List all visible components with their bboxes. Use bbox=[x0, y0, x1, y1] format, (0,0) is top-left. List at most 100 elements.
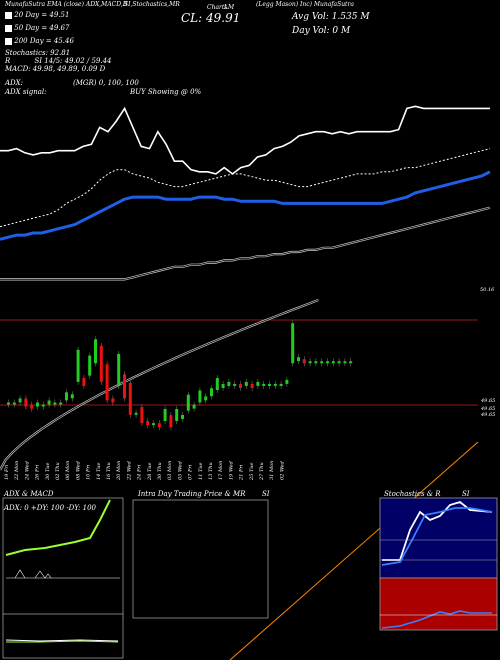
si-panel-title: SI bbox=[262, 490, 270, 498]
x-tick-label: 06 Mon bbox=[65, 461, 71, 480]
candle bbox=[331, 361, 335, 364]
rsi-line bbox=[381, 610, 492, 629]
candle bbox=[279, 383, 283, 386]
x-tick-label: 14 Tue bbox=[96, 462, 102, 480]
candle bbox=[41, 404, 45, 407]
avg-volume: Avg Vol: 1.535 M bbox=[292, 12, 370, 22]
candle bbox=[12, 402, 16, 405]
x-tick-label: 11 Tue bbox=[198, 462, 204, 480]
candle bbox=[175, 409, 179, 421]
candle bbox=[157, 423, 161, 428]
adx-values-text: ADX: 0 +DY: 100 -DY: 100 bbox=[3, 504, 97, 512]
stochastics-d-line bbox=[381, 507, 493, 566]
adx-panel-title: ADX & MACD bbox=[3, 490, 54, 498]
x-tick-label: 22 Mon bbox=[14, 461, 20, 481]
x-tick-label: 24 Wed bbox=[24, 461, 30, 481]
candle bbox=[349, 361, 353, 364]
candle bbox=[105, 364, 109, 401]
candle bbox=[337, 361, 341, 364]
candle bbox=[186, 394, 190, 411]
candle bbox=[128, 382, 132, 415]
charts-label: Charts bbox=[207, 4, 228, 11]
level-lower-label-3: 49.65 bbox=[481, 412, 496, 418]
candle bbox=[53, 402, 57, 405]
legend-rsi-value: SI 14/5: 49.02 / 59.44 bbox=[34, 57, 112, 65]
adx-line bbox=[5, 499, 111, 556]
x-tick-label: 30 Thu bbox=[157, 462, 163, 480]
legend-adx-signal: ADX signal: bbox=[5, 88, 47, 96]
legend-rsi-prefix: R bbox=[5, 57, 11, 65]
candle bbox=[204, 396, 208, 401]
candle bbox=[320, 361, 324, 364]
x-tick-label: 28 Tue bbox=[147, 462, 153, 481]
candle bbox=[239, 384, 242, 388]
header-left-text: MunafaSutra EMA (close) ADX,MACD,B bbox=[5, 1, 128, 8]
candle bbox=[59, 402, 63, 405]
x-tick-label: 02 Wed bbox=[279, 461, 285, 480]
price-line bbox=[0, 105, 490, 175]
ema200-line-inner bbox=[0, 207, 491, 280]
x-tick-label: 05 Wed bbox=[177, 461, 183, 480]
legend-ema200: 200 Day = 45.46 bbox=[5, 37, 74, 45]
candle bbox=[302, 359, 306, 364]
candle bbox=[262, 383, 266, 386]
candle bbox=[24, 398, 28, 407]
candle bbox=[297, 357, 300, 362]
level-upper-label: 50.16 bbox=[480, 287, 495, 293]
x-tick-label: 19 Fri bbox=[4, 464, 10, 480]
x-tick-label: 30 Tue bbox=[45, 462, 51, 480]
candle bbox=[152, 423, 155, 426]
x-tick-label: 13 Thu bbox=[208, 462, 214, 480]
legend-signal-text: BUY Showing @ 0% bbox=[130, 88, 202, 96]
candle bbox=[65, 392, 68, 401]
candle bbox=[256, 381, 260, 386]
x-tick-label: 31 Mon bbox=[269, 461, 275, 480]
candle bbox=[233, 383, 237, 386]
legend-ema20-label: 20 Day = 49.51 bbox=[14, 11, 70, 19]
macd-signal-line bbox=[6, 640, 119, 643]
candle bbox=[163, 409, 167, 421]
candle bbox=[221, 384, 225, 388]
macd-line bbox=[5, 639, 119, 642]
candle bbox=[169, 415, 173, 428]
x-tick-label: 25 Tue bbox=[249, 462, 255, 481]
candle bbox=[134, 412, 138, 415]
candle bbox=[314, 361, 318, 364]
stochastics-panel-title: Stochastics & R bbox=[384, 490, 441, 498]
legend-ema50-swatch bbox=[5, 24, 12, 32]
x-tick-label: 10 Fri bbox=[86, 464, 92, 480]
ema20-line bbox=[0, 148, 491, 228]
x-tick-label: 26 Fri bbox=[35, 464, 41, 481]
legend-ema50: 50 Day = 49.67 bbox=[5, 24, 69, 32]
lower-trend-line-inner bbox=[0, 299, 319, 471]
legend-stochastics: Stochastics: 92.81 bbox=[5, 49, 71, 57]
legend-rsi: R SI 14/5: 49.02 / 59.44 bbox=[5, 57, 112, 65]
ema50-line bbox=[0, 170, 491, 241]
legend-ema50-label: 50 Day = 49.67 bbox=[14, 24, 70, 32]
x-tick-label: 21 Fri bbox=[239, 464, 245, 481]
candle bbox=[117, 353, 121, 386]
stochastics-si-title: SI bbox=[462, 490, 470, 498]
x-tick-label: 03 Mon bbox=[167, 461, 173, 480]
header-right: (Legg Mason) Inc) MunafaSutra bbox=[256, 1, 354, 8]
intraday-panel-title: Intra Day Trading Price & MR bbox=[137, 490, 246, 498]
macd-panel bbox=[2, 613, 124, 659]
legend-adx: ADX: bbox=[5, 79, 24, 87]
candle bbox=[82, 377, 86, 386]
level-lower-label-2: 49.65 bbox=[481, 406, 496, 412]
candle bbox=[123, 374, 126, 399]
stochastics-k-line bbox=[382, 501, 493, 561]
x-tick-label: 24 Fri bbox=[137, 464, 143, 481]
candle bbox=[285, 379, 289, 384]
legend-ema200-swatch bbox=[5, 37, 12, 45]
legend-ema20-swatch bbox=[5, 11, 12, 19]
x-tick-label: 20 Mon bbox=[116, 461, 122, 481]
close-price: CL: 49.91 bbox=[181, 11, 241, 25]
x-tick-label: 08 Wed bbox=[75, 461, 81, 480]
candle bbox=[36, 402, 39, 407]
candle bbox=[308, 361, 312, 364]
candle bbox=[111, 398, 115, 403]
level-lower-label-1: 49.65 bbox=[481, 398, 496, 404]
candle bbox=[140, 407, 144, 424]
